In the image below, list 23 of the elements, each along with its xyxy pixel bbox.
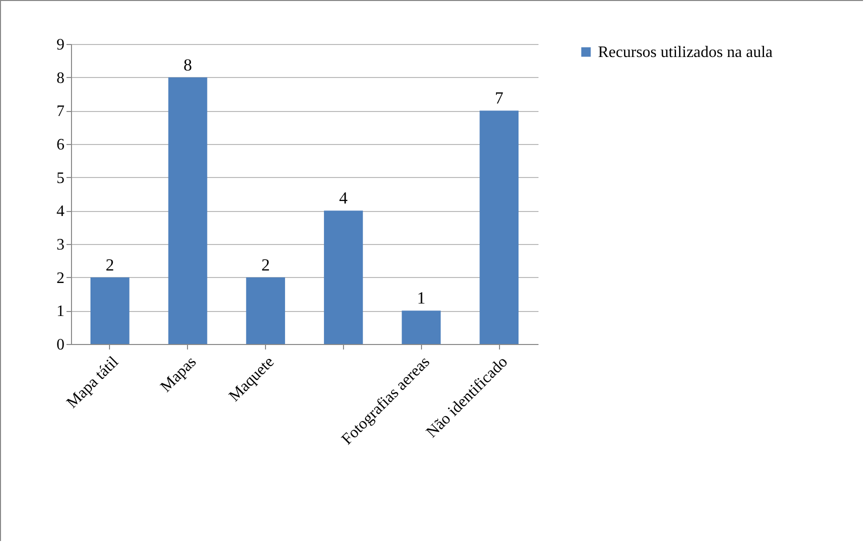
data-label: 2: [261, 255, 270, 274]
bar: [90, 277, 130, 344]
data-label: 7: [494, 88, 504, 108]
bar: [246, 277, 286, 344]
bar: [324, 210, 363, 344]
y-tick-label: 7: [56, 103, 64, 120]
legend-label: Recursos utilizados na aula: [598, 44, 773, 61]
y-tick-label: 9: [56, 36, 64, 54]
data-label: 8: [184, 55, 192, 74]
y-tick-label: 2: [56, 270, 64, 287]
y-tick-label: 1: [56, 303, 64, 320]
data-label: 2: [106, 255, 114, 274]
y-tick-label: 8: [56, 70, 64, 87]
bar: [480, 110, 519, 344]
y-tick-label: 6: [56, 136, 64, 154]
y-tick-label: 0: [56, 336, 64, 354]
y-tick-label: 5: [56, 170, 64, 187]
bar: [402, 310, 441, 344]
data-label: 1: [417, 288, 426, 308]
bar: [168, 77, 208, 344]
y-tick-label: 4: [56, 203, 64, 220]
y-tick-label: 3: [56, 236, 64, 254]
data-label: 4: [339, 188, 348, 208]
